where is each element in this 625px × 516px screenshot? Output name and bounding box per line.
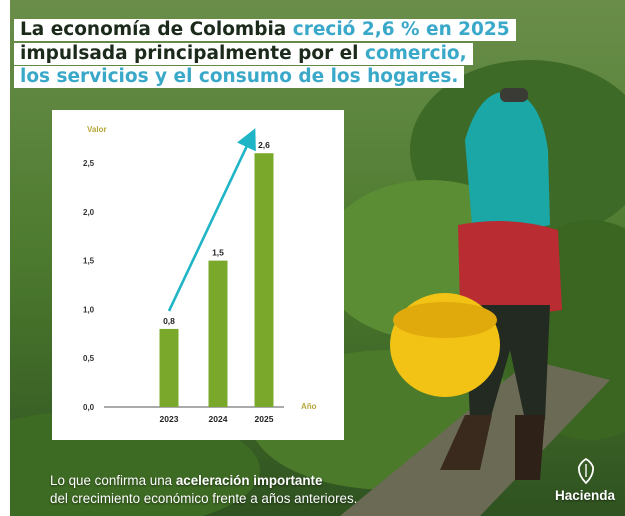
bar-chart: 0,0 0,5 1,0 1,5 2,0 2,5 Valor Año 0,8 2023 1,5 2…: [83, 125, 317, 424]
headline-line-2-normal: impulsada principalmente por el: [20, 43, 359, 64]
bar: [159, 328, 179, 407]
coat-of-arms-icon: [577, 458, 595, 484]
y-tick-label: 2,5: [83, 159, 95, 168]
data-label: 1,5: [212, 248, 224, 258]
chart-card: 0,0 0,5 1,0 1,5 2,0 2,5 Valor Año 0,8 2023 1,5 2…: [52, 110, 344, 440]
y-tick-label: 0,0: [83, 403, 95, 412]
headline-line-3: los servicios y el consumo de los hogare…: [14, 66, 465, 88]
headline-line-1-accent: creció 2,6 % en 2025: [292, 19, 510, 40]
x-tick-label: 2024: [209, 414, 228, 424]
footer-line-1-normal: Lo que confirma una: [50, 473, 173, 488]
headline-line-1-normal: La economía de Colombia: [20, 19, 287, 40]
hacienda-logo: Hacienda: [550, 452, 620, 508]
headline-line-2: impulsada principalmente por el comercio…: [14, 43, 473, 65]
footer-line-2: del crecimiento económico frente a años …: [50, 491, 358, 506]
headline-line-2-accent: comercio,: [364, 43, 467, 64]
y-tick-label: 0,5: [83, 354, 95, 363]
x-tick-label: 2025: [255, 414, 274, 424]
data-label: 2,6: [258, 140, 270, 150]
bar: [254, 153, 274, 407]
y-tick-label: 1,5: [83, 257, 95, 266]
headline-line-1: La economía de Colombia creció 2,6 % en …: [14, 19, 516, 41]
footer-line-1-bold: aceleración importante: [175, 473, 323, 488]
trend-arrow: [167, 128, 256, 312]
brand-name: Hacienda: [554, 488, 616, 503]
y-tick-label: 1,0: [83, 305, 95, 314]
data-label: 0,8: [163, 316, 175, 326]
footer-text: Lo que confirma una aceleración importan…: [50, 472, 520, 508]
footer-line-1: Lo que confirma una aceleración importan…: [50, 472, 520, 490]
y-axis-label: Valor: [87, 125, 107, 134]
headline-line-3-accent: los servicios y el consumo de los hogare…: [20, 66, 459, 87]
x-axis-label: Año: [301, 402, 317, 411]
y-tick-label: 2,0: [83, 208, 95, 217]
bar: [208, 260, 228, 407]
x-tick-label: 2023: [160, 414, 179, 424]
